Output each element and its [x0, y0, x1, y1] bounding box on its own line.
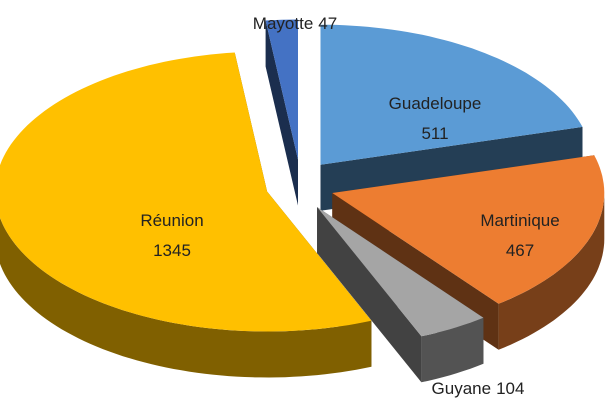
- label-value: 511: [421, 124, 448, 143]
- label-value: 47: [318, 14, 337, 33]
- slice: [332, 155, 605, 304]
- slice: [265, 19, 298, 160]
- data-label: Guyane 104: [432, 379, 525, 398]
- label-name: Guadeloupe: [389, 94, 482, 113]
- label-name: Guyane: [432, 379, 492, 398]
- data-label: Réunion 1345: [140, 211, 203, 260]
- label-name: Martinique: [480, 211, 559, 230]
- data-label: Guadeloupe 511: [389, 94, 482, 143]
- slice-edge: [265, 20, 298, 206]
- slice: [317, 207, 484, 337]
- slice: [320, 24, 583, 165]
- label-name: Réunion: [140, 211, 203, 230]
- slice-tops: [0, 19, 605, 337]
- data-label: Mayotte 47: [253, 14, 337, 33]
- slice-side: [421, 317, 484, 383]
- label-name: Mayotte: [253, 14, 313, 33]
- label-value: 467: [506, 241, 534, 260]
- slice: [0, 52, 372, 332]
- slice-edge: [317, 207, 422, 383]
- label-value: 104: [496, 379, 524, 398]
- data-label: Martinique 467: [480, 211, 559, 260]
- slice-side: [0, 217, 372, 378]
- slice-side: [498, 193, 605, 350]
- label-value: 1345: [153, 241, 191, 260]
